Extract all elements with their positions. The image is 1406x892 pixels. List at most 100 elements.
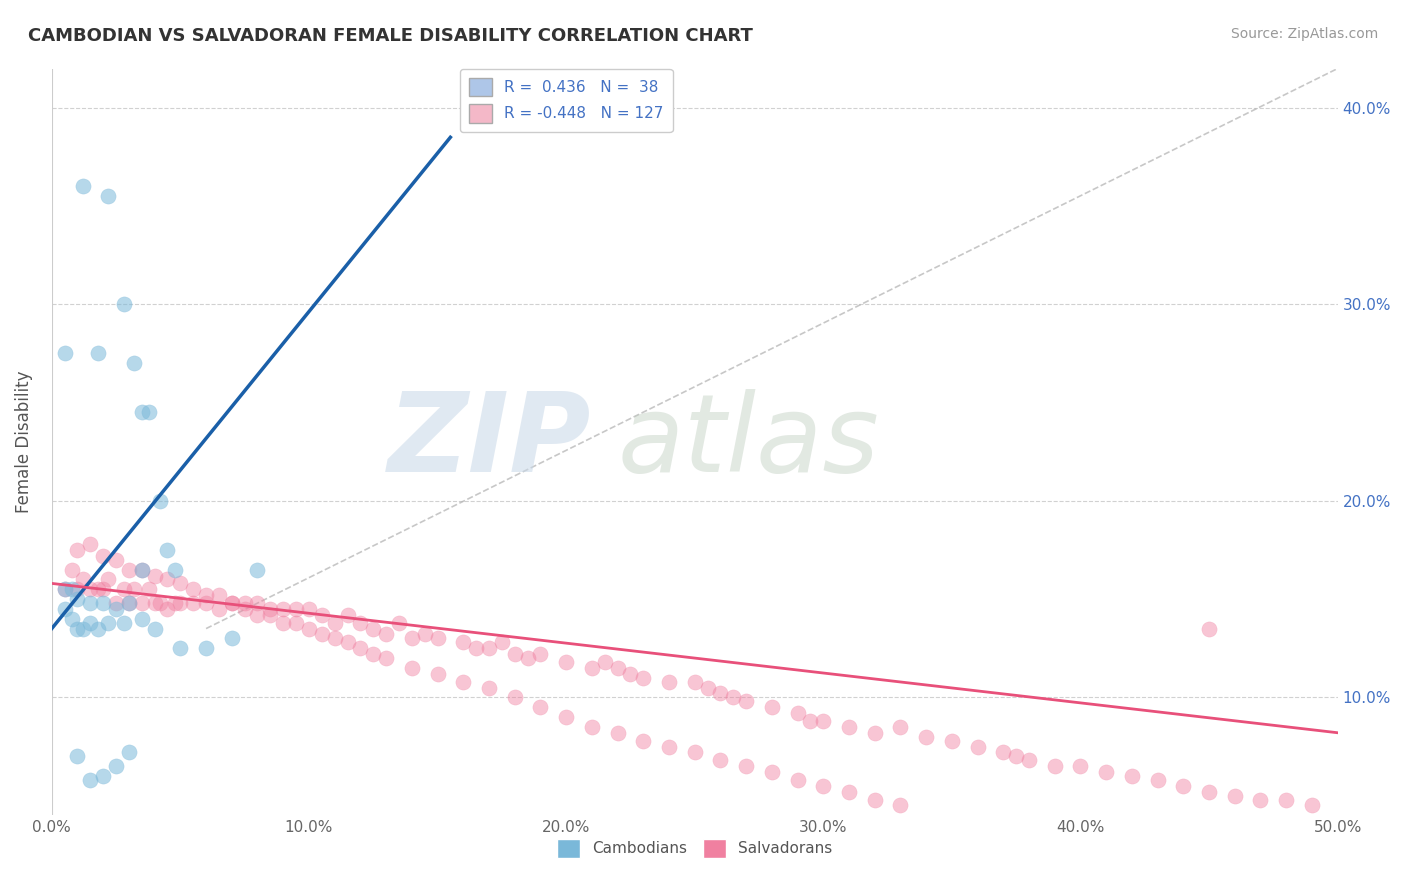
- Point: [169, 576, 191, 591]
- Point: [581, 661, 603, 675]
- Point: [131, 563, 153, 577]
- Point: [246, 607, 269, 622]
- Point: [259, 607, 281, 622]
- Point: [143, 596, 166, 610]
- Point: [233, 596, 256, 610]
- Point: [813, 714, 835, 728]
- Point: [138, 405, 160, 419]
- Point: [516, 651, 538, 665]
- Point: [91, 549, 114, 563]
- Point: [606, 661, 628, 675]
- Text: Source: ZipAtlas.com: Source: ZipAtlas.com: [1230, 27, 1378, 41]
- Point: [323, 632, 346, 646]
- Point: [285, 602, 308, 616]
- Point: [633, 671, 655, 685]
- Point: [889, 720, 911, 734]
- Point: [503, 690, 526, 705]
- Point: [97, 573, 120, 587]
- Point: [529, 647, 551, 661]
- Point: [658, 739, 681, 754]
- Point: [97, 615, 120, 630]
- Point: [1043, 759, 1066, 773]
- Point: [555, 710, 578, 724]
- Point: [221, 596, 243, 610]
- Point: [60, 563, 83, 577]
- Point: [271, 615, 294, 630]
- Point: [451, 635, 474, 649]
- Point: [105, 596, 128, 610]
- Point: [503, 647, 526, 661]
- Point: [87, 346, 110, 360]
- Point: [246, 563, 269, 577]
- Point: [361, 622, 384, 636]
- Point: [375, 651, 398, 665]
- Point: [60, 612, 83, 626]
- Point: [143, 622, 166, 636]
- Text: atlas: atlas: [617, 390, 879, 494]
- Point: [658, 674, 681, 689]
- Point: [491, 635, 513, 649]
- Point: [53, 582, 76, 597]
- Point: [195, 596, 218, 610]
- Point: [79, 615, 101, 630]
- Point: [118, 745, 141, 759]
- Point: [606, 725, 628, 739]
- Point: [195, 641, 218, 656]
- Point: [271, 602, 294, 616]
- Point: [1018, 753, 1040, 767]
- Point: [311, 627, 333, 641]
- Point: [349, 641, 371, 656]
- Point: [941, 733, 963, 747]
- Point: [1223, 789, 1246, 803]
- Point: [118, 563, 141, 577]
- Point: [388, 615, 411, 630]
- Point: [451, 674, 474, 689]
- Legend: Cambodians, Salvadorans: Cambodians, Salvadorans: [551, 833, 838, 863]
- Point: [53, 346, 76, 360]
- Point: [233, 602, 256, 616]
- Point: [1275, 792, 1298, 806]
- Point: [118, 596, 141, 610]
- Point: [66, 582, 89, 597]
- Point: [863, 792, 886, 806]
- Point: [993, 745, 1015, 759]
- Point: [285, 615, 308, 630]
- Point: [79, 596, 101, 610]
- Point: [72, 573, 94, 587]
- Point: [336, 607, 359, 622]
- Point: [138, 582, 160, 597]
- Point: [298, 602, 321, 616]
- Point: [149, 494, 172, 508]
- Point: [105, 759, 128, 773]
- Point: [323, 615, 346, 630]
- Point: [593, 655, 616, 669]
- Point: [1146, 772, 1168, 787]
- Point: [246, 596, 269, 610]
- Point: [1198, 622, 1220, 636]
- Point: [131, 563, 153, 577]
- Point: [1198, 785, 1220, 799]
- Point: [169, 596, 191, 610]
- Point: [361, 647, 384, 661]
- Point: [131, 612, 153, 626]
- Point: [478, 681, 501, 695]
- Point: [66, 622, 89, 636]
- Text: ZIP: ZIP: [388, 388, 592, 495]
- Point: [838, 720, 860, 734]
- Point: [181, 582, 204, 597]
- Point: [181, 596, 204, 610]
- Point: [478, 641, 501, 656]
- Point: [60, 582, 83, 597]
- Point: [426, 666, 449, 681]
- Point: [786, 706, 808, 720]
- Point: [311, 607, 333, 622]
- Point: [863, 725, 886, 739]
- Point: [53, 582, 76, 597]
- Point: [555, 655, 578, 669]
- Point: [156, 573, 179, 587]
- Point: [208, 602, 231, 616]
- Point: [195, 588, 218, 602]
- Point: [696, 681, 718, 695]
- Point: [221, 632, 243, 646]
- Point: [761, 700, 783, 714]
